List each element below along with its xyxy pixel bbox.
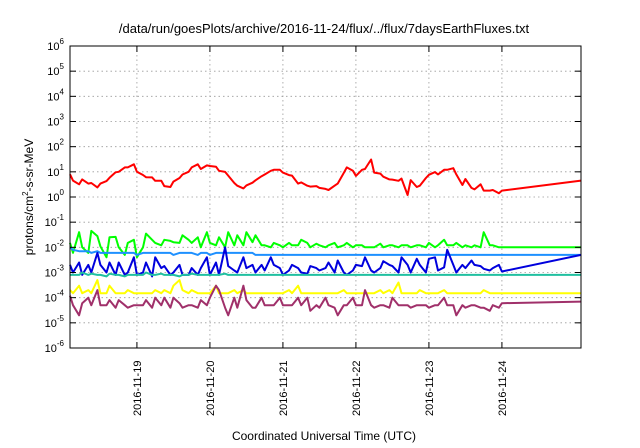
y-tick-base: 10	[47, 142, 59, 154]
y-tick-base: 10	[45, 242, 57, 254]
y-tick-exponent: -4	[57, 289, 65, 298]
series-line	[69, 279, 581, 295]
y-tick-exponent: -2	[57, 238, 65, 247]
y-tick-exponent: 4	[60, 87, 65, 96]
y-tick-exponent: 6	[60, 37, 65, 46]
y-axis-label-sup: 2	[21, 191, 30, 196]
y-tick-label: 10-1	[45, 213, 65, 229]
x-tick-label: 2016-11-19	[132, 361, 144, 416]
x-tick-label: 2016-11-20	[205, 361, 217, 416]
y-tick-label: 10-4	[45, 289, 65, 305]
series-group	[69, 158, 582, 317]
y-tick-label: 105	[47, 62, 64, 78]
y-tick-label: 106	[47, 37, 64, 53]
series-line	[69, 229, 581, 259]
y-tick-label: 10-6	[45, 339, 65, 355]
series-line	[69, 246, 581, 256]
y-tick-label: 104	[47, 87, 64, 103]
y-tick-exponent: 1	[60, 163, 65, 172]
chart-title: /data/run/goesPlots/archive/2016-11-24/f…	[119, 21, 530, 36]
y-tick-base: 10	[45, 318, 57, 330]
plot-frame	[69, 45, 582, 349]
y-tick-base: 10	[47, 91, 59, 103]
y-tick-label: 10-2	[45, 238, 65, 254]
y-tick-base: 10	[47, 167, 59, 179]
y-tick-base: 10	[47, 117, 59, 129]
y-tick-base: 10	[45, 217, 57, 229]
x-tick-label: 2016-11-23	[424, 361, 436, 416]
y-tick-label: 10-3	[45, 264, 65, 280]
y-tick-exponent: 5	[60, 62, 65, 71]
y-tick-exponent: -5	[57, 314, 65, 323]
y-tick-label: 101	[47, 163, 64, 179]
y-tick-exponent: -6	[57, 339, 65, 348]
x-tick-label: 2016-11-24	[497, 361, 509, 416]
y-tick-label: 10-5	[45, 314, 65, 330]
y-tick-exponent: 3	[60, 113, 65, 122]
y-tick-exponent: 2	[60, 138, 65, 147]
y-axis-label-base: protons/cm	[22, 196, 36, 255]
y-tick-base: 10	[47, 192, 59, 204]
y-tick-base: 10	[47, 66, 59, 78]
y-tick-exponent: -1	[57, 213, 65, 222]
y-tick-label: 102	[47, 138, 64, 154]
y-tick-base: 10	[45, 343, 57, 355]
y-axis-label: protons/cm2-s-sr-MeV	[21, 139, 36, 255]
series-line	[69, 246, 582, 278]
y-tick-base: 10	[45, 293, 57, 305]
series-line	[69, 158, 582, 196]
x-tick-label: 2016-11-21	[278, 361, 290, 416]
y-axis-label-tail: -s-sr-MeV	[22, 139, 36, 192]
grid	[70, 46, 581, 348]
y-tick-base: 10	[47, 41, 59, 53]
series-line	[70, 271, 581, 278]
x-axis-label: Coordinated Universal Time (UTC)	[232, 429, 416, 443]
y-tick-label: 103	[47, 113, 64, 129]
x-tick-label: 2016-11-22	[351, 361, 363, 416]
y-tick-exponent: -3	[57, 264, 65, 273]
y-tick-exponent: 0	[60, 188, 65, 197]
y-tick-label: 100	[47, 188, 64, 204]
series-line	[69, 284, 582, 317]
ticks-group: 10-610-510-410-310-210-11001011021031041…	[45, 37, 581, 416]
y-tick-base: 10	[45, 268, 57, 280]
